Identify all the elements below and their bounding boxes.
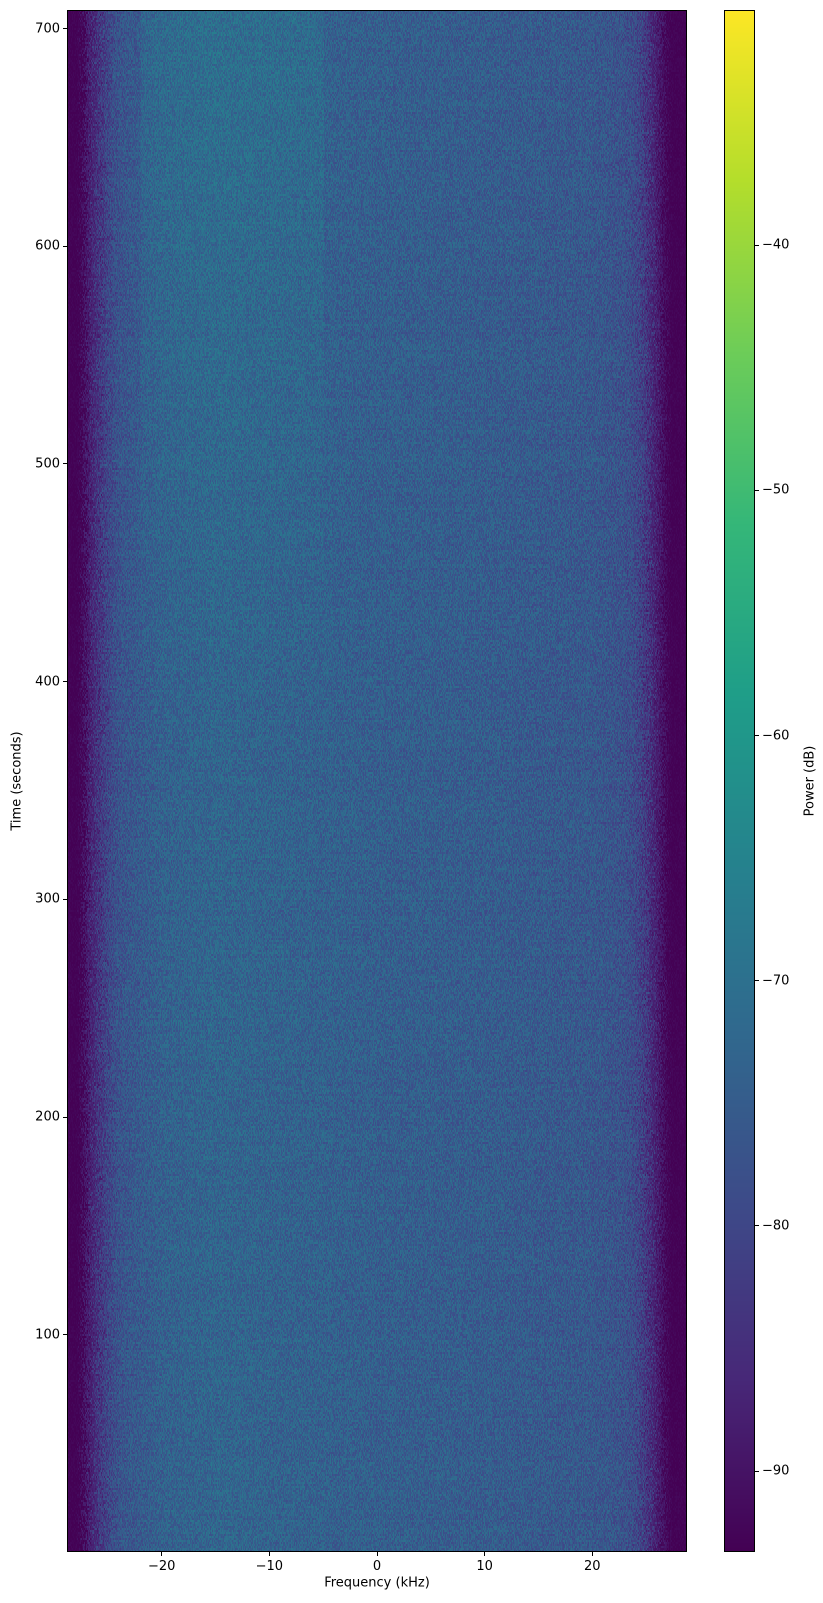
colorbar-tick [755, 244, 759, 246]
colorbar-tick-label: −80 [762, 1218, 790, 1234]
y-tick-label: 700 [35, 21, 60, 36]
colorbar-frame [724, 10, 755, 1552]
y-tick [63, 1116, 67, 1118]
colorbar-tick-label: −40 [762, 237, 790, 253]
x-tick [484, 1552, 486, 1556]
y-tick [63, 898, 67, 900]
x-tick-label: −20 [148, 1559, 176, 1574]
y-tick-label: 600 [35, 238, 60, 254]
x-axis-label: Frequency (kHz) [324, 1575, 430, 1591]
x-tick-label: 20 [583, 1559, 601, 1574]
x-tick [268, 1552, 270, 1556]
x-tick-label: −10 [255, 1559, 284, 1574]
x-tick-label: 10 [476, 1559, 493, 1574]
y-tick-label: 400 [35, 674, 60, 690]
y-tick [63, 463, 67, 465]
y-tick [63, 681, 67, 683]
colorbar-label: Power (dB) [802, 745, 818, 817]
x-tick-label: 0 [372, 1559, 382, 1574]
x-tick [376, 1552, 378, 1556]
y-tick [63, 245, 67, 247]
y-tick-label: 200 [35, 1109, 60, 1125]
colorbar-tick-label: −90 [762, 1463, 790, 1479]
y-tick-label: 500 [35, 456, 60, 472]
colorbar-tick-label: −50 [762, 482, 790, 498]
x-tick [591, 1552, 593, 1556]
colorbar-gradient [724, 10, 755, 1552]
colorbar-tick [755, 1225, 759, 1227]
y-axis-label: Time (seconds) [9, 731, 25, 831]
x-tick [161, 1552, 163, 1556]
colorbar-tick [755, 1470, 759, 1472]
colorbar-tick [755, 735, 759, 737]
y-tick-label: 300 [35, 891, 60, 907]
plot-frame [67, 10, 687, 1552]
colorbar-tick-label: −70 [762, 973, 790, 989]
colorbar-tick [755, 980, 759, 982]
y-tick-label: 100 [35, 1327, 60, 1343]
colorbar-tick [755, 489, 759, 491]
colorbar-tick-label: −60 [762, 728, 790, 744]
spectrogram-image [67, 10, 687, 1552]
y-tick [63, 1334, 67, 1336]
y-tick [63, 28, 67, 29]
